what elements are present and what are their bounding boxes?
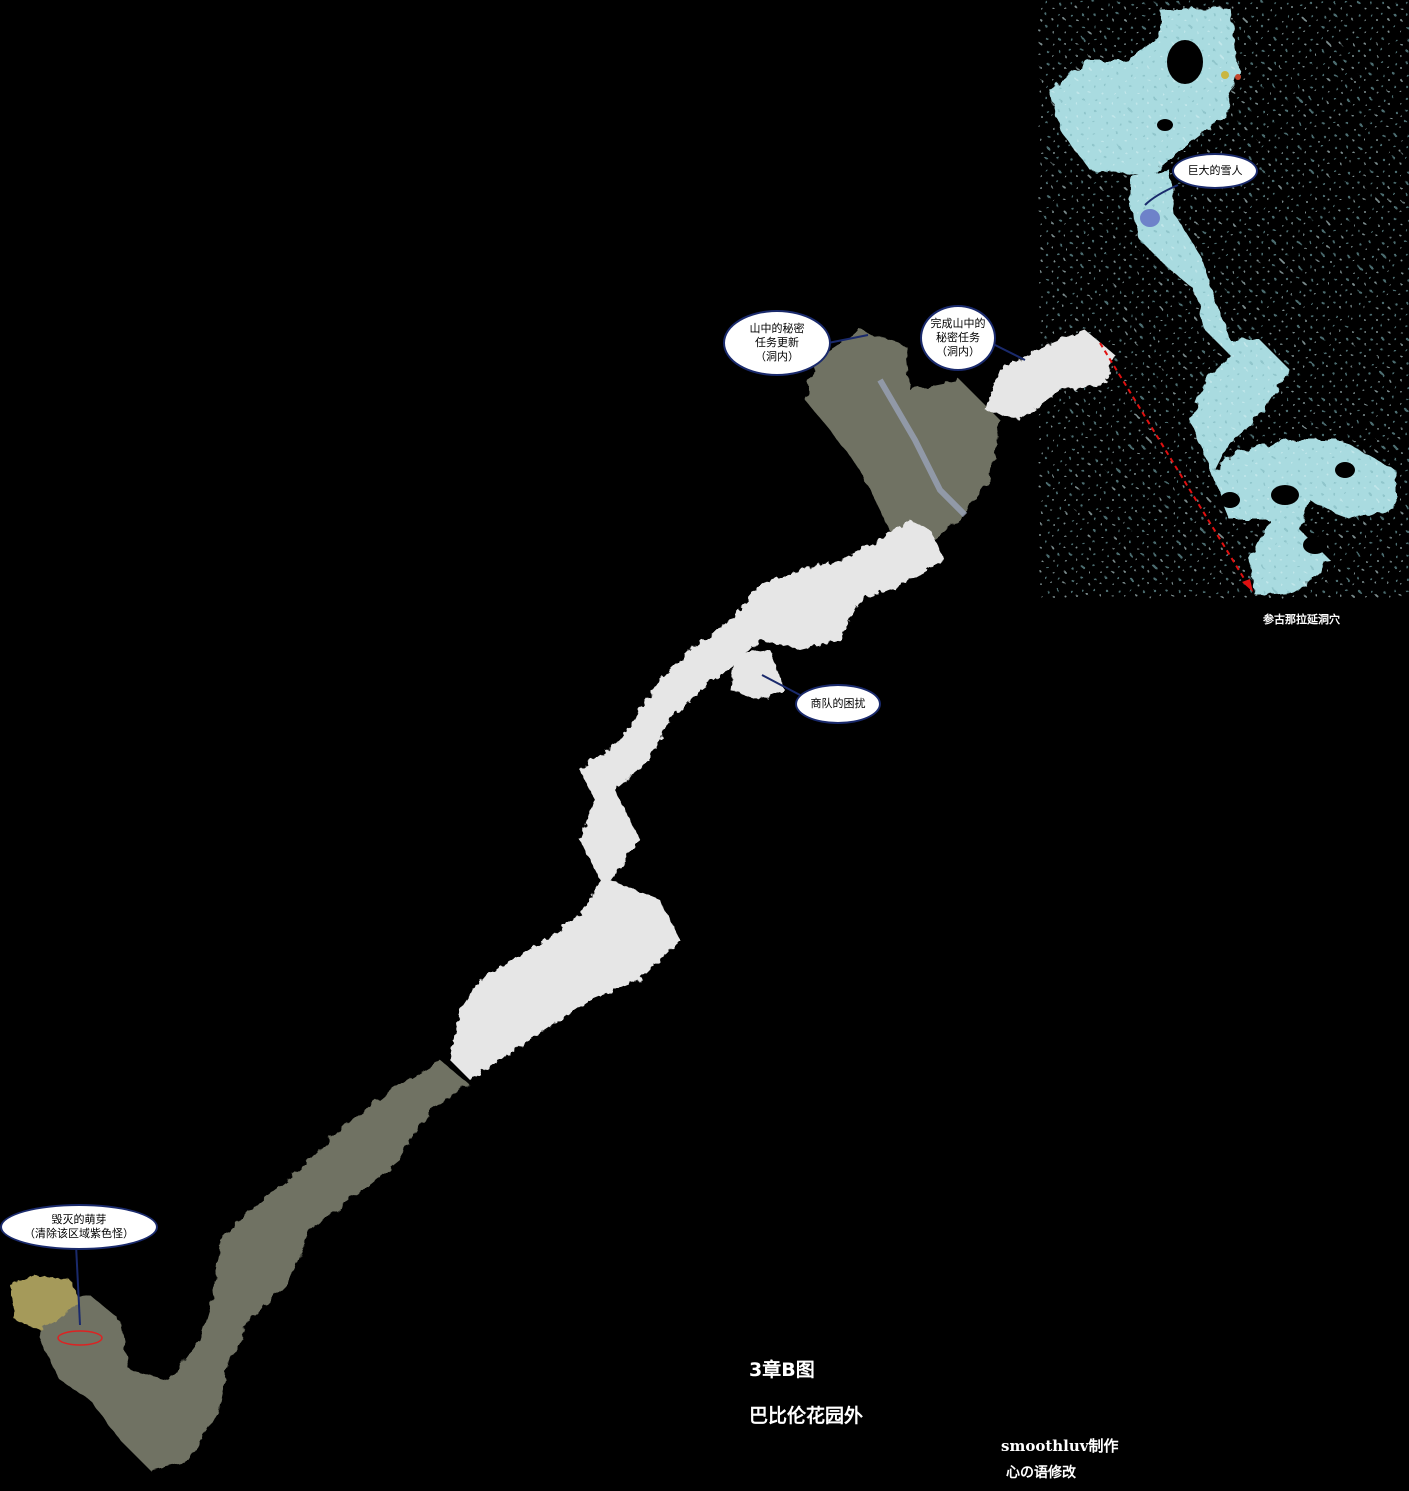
callout-secret-update-text: 山中的秘密 任务更新 （洞内） <box>749 322 805 363</box>
cave-marker-icon <box>1221 71 1229 79</box>
map-subtitle: 巴比伦花园外 <box>749 1405 864 1427</box>
quest-zone-ring-icon <box>57 1330 103 1346</box>
callout-secret-complete: 完成山中的 秘密任务 （洞内） <box>920 305 996 371</box>
credit-author: smoothluv制作 <box>1001 1437 1119 1455</box>
cave-label: 参古那拉延洞穴 <box>1263 613 1340 626</box>
ice-cave-region <box>1040 0 1409 600</box>
callout-sprout-text: 毁灭的萌芽 （清除该区域紫色怪） <box>24 1213 134 1240</box>
lower-forest-region <box>40 1060 470 1470</box>
callout-snowman-text: 巨大的雪人 <box>1187 164 1243 177</box>
callout-secret-update: 山中的秘密 任务更新 （洞内） <box>723 310 831 376</box>
callout-caravan: 商队的困扰 <box>795 684 881 724</box>
callout-sprout: 毁灭的萌芽 （清除该区域紫色怪） <box>0 1204 158 1250</box>
map-title: 3章B图 <box>749 1359 815 1381</box>
callout-caravan-text: 商队的困扰 <box>810 697 866 710</box>
cave-marker-icon-2 <box>1235 74 1241 80</box>
route-arrow-icon <box>1099 342 1253 592</box>
callout-secret-complete-text: 完成山中的 秘密任务 （洞内） <box>930 317 986 358</box>
stream <box>877 378 968 518</box>
callout-snowman: 巨大的雪人 <box>1172 153 1258 189</box>
ice-pool <box>1140 209 1160 227</box>
snow-ridge-region <box>450 330 1115 1080</box>
start-camp-icon <box>10 1275 80 1330</box>
ice-cave-holes <box>1157 40 1355 554</box>
credit-editor: 心の语修改 <box>1006 1465 1076 1481</box>
